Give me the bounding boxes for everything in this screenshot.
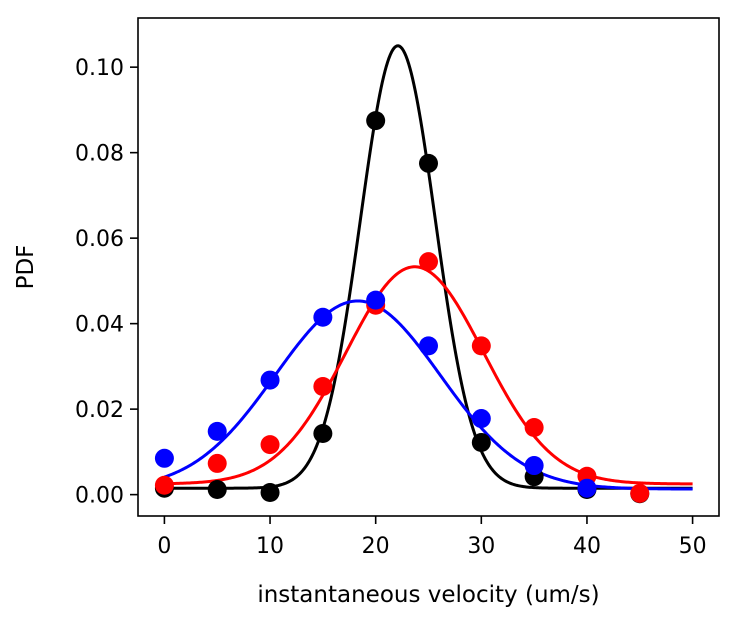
y-axis-label: PDF bbox=[13, 245, 39, 290]
y-tick-label: 0.02 bbox=[75, 398, 124, 423]
data-point-series-1 bbox=[471, 432, 491, 452]
y-tick-label: 0.10 bbox=[75, 56, 124, 81]
data-point-series-2 bbox=[154, 475, 174, 495]
data-point-series-3 bbox=[577, 478, 597, 498]
y-tick-label: 0.04 bbox=[75, 313, 124, 338]
data-point-series-2 bbox=[207, 453, 227, 473]
data-point-series-3 bbox=[524, 456, 544, 476]
data-point-series-1 bbox=[313, 424, 333, 443]
data-point-series-3 bbox=[207, 421, 227, 441]
y-tick-label: 0.00 bbox=[75, 484, 124, 509]
data-points bbox=[154, 111, 650, 504]
data-point-series-3 bbox=[154, 448, 174, 468]
x-tick-label: 0 bbox=[157, 534, 171, 559]
data-point-series-1 bbox=[207, 480, 227, 499]
data-point-series-3 bbox=[471, 409, 491, 429]
data-point-series-2 bbox=[524, 418, 544, 438]
data-point-series-1 bbox=[366, 111, 386, 131]
fit-curve-2 bbox=[164, 265, 693, 486]
y-tick-label: 0.08 bbox=[75, 142, 124, 167]
data-point-series-2 bbox=[313, 376, 333, 396]
data-point-series-1 bbox=[419, 153, 438, 173]
data-point-series-2 bbox=[471, 336, 491, 356]
x-axis-label: instantaneous velocity (um/s) bbox=[257, 582, 599, 608]
data-point-series-3 bbox=[313, 307, 333, 327]
data-point-series-1 bbox=[260, 482, 280, 502]
x-tick-label: 40 bbox=[573, 534, 601, 559]
data-point-series-3 bbox=[260, 370, 280, 390]
x-axis-ticks: 0 10 20 30 40 50 bbox=[157, 516, 707, 559]
x-tick-label: 50 bbox=[679, 534, 707, 559]
x-tick-label: 10 bbox=[256, 534, 284, 559]
plot-frame bbox=[137, 17, 720, 517]
y-tick-label: 0.06 bbox=[75, 227, 124, 252]
data-point-series-3 bbox=[419, 336, 438, 356]
data-point-series-2 bbox=[260, 435, 280, 455]
data-point-series-3 bbox=[366, 290, 386, 310]
x-tick-label: 20 bbox=[362, 534, 390, 559]
y-axis-ticks: 0.00 0.02 0.04 0.06 0.08 0.10 bbox=[75, 56, 138, 509]
x-tick-label: 30 bbox=[467, 534, 495, 559]
data-point-series-2 bbox=[419, 252, 438, 272]
data-point-series-2 bbox=[630, 483, 650, 503]
fit-curve-3 bbox=[163, 299, 693, 491]
